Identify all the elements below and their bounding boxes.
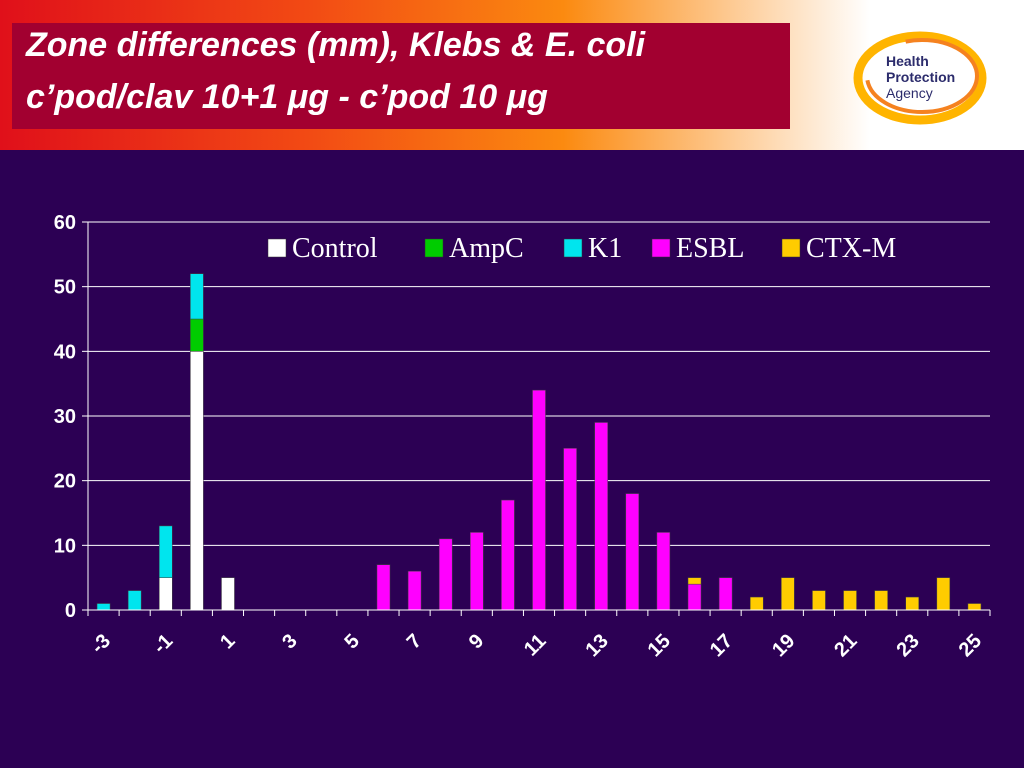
x-tick-label: 23 <box>892 630 923 661</box>
bar-ampc <box>190 318 204 352</box>
bar-esbl <box>594 422 608 611</box>
bar-esbl <box>656 532 671 611</box>
bar-ctx-m <box>967 603 982 611</box>
x-tick-label: 21 <box>830 630 861 661</box>
bar-layer <box>96 273 982 611</box>
x-tick-label: -3 <box>87 630 115 658</box>
bar-esbl <box>501 499 515 611</box>
bar-control <box>221 577 235 611</box>
y-tick-label: 20 <box>54 471 76 493</box>
y-tick-label: 10 <box>54 535 76 557</box>
bar-ctx-m <box>874 590 888 611</box>
bar-ctx-m <box>905 596 919 611</box>
bar-ctx-m <box>936 577 951 611</box>
bar-esbl <box>470 532 484 611</box>
legend-swatch-control <box>267 238 287 258</box>
y-tick-label: 0 <box>65 600 76 622</box>
y-tick-label: 40 <box>54 341 76 363</box>
bar-k1 <box>127 590 142 611</box>
logo-word-1: Health <box>886 53 929 69</box>
legend-swatch-k1 <box>563 238 583 258</box>
bar-k1 <box>96 603 111 611</box>
x-tick-label: 3 <box>278 630 301 653</box>
legend-label-esbl: ESBL <box>676 233 744 264</box>
x-tick-label: 11 <box>520 630 551 661</box>
legend-label-k1: K1 <box>588 233 622 264</box>
legend-label-ampc: AmpC <box>449 233 524 264</box>
x-tick-label: 13 <box>581 630 612 661</box>
bar-control <box>159 577 173 611</box>
x-tick-label: 17 <box>706 630 737 661</box>
bar-ctx-m <box>687 577 702 585</box>
bar-k1 <box>159 525 173 578</box>
header-banner: Zone differences (mm), Klebs & E. coli c… <box>0 0 1024 150</box>
logo-word-2: Protection <box>886 69 955 85</box>
x-tick-label: 5 <box>340 630 363 653</box>
x-tick-label: 9 <box>465 630 488 653</box>
health-protection-agency-logo: Health Protection Agency <box>853 31 987 125</box>
logo-word-3: Agency <box>886 85 933 101</box>
legend-label-control: Control <box>292 233 378 264</box>
y-tick-label: 50 <box>54 277 76 299</box>
bar-ctx-m <box>781 577 795 611</box>
bar-k1 <box>190 273 204 320</box>
bar-control <box>190 351 204 611</box>
y-tick-label: 60 <box>54 212 76 234</box>
legend-swatch-ampc <box>424 238 444 258</box>
x-tick-label: -1 <box>149 630 177 658</box>
page-title-line-1: Zone differences (mm), Klebs & E. coli <box>26 26 646 64</box>
bar-esbl <box>625 493 640 611</box>
x-tick-label: 7 <box>403 630 426 653</box>
x-tick-label: 1 <box>216 630 239 653</box>
title-box: Zone differences (mm), Klebs & E. coli c… <box>12 23 790 129</box>
bar-ctx-m <box>812 590 826 611</box>
bar-esbl <box>687 583 702 611</box>
bar-esbl <box>563 448 577 611</box>
legend-label-ctx-m: CTX-M <box>806 233 896 264</box>
bar-esbl <box>718 577 733 611</box>
bar-ctx-m <box>749 596 764 611</box>
bar-esbl <box>376 564 391 611</box>
x-tick-label: 15 <box>644 630 675 661</box>
bar-esbl <box>438 538 453 611</box>
page-title-line-2: c’pod/clav 10+1 μg - c’pod 10 μg <box>26 78 548 116</box>
bar-esbl <box>532 389 546 611</box>
legend-swatch-ctx-m <box>781 238 801 258</box>
bar-ctx-m <box>843 590 857 611</box>
legend: Control AmpC K1 ESBL CTX-M <box>267 233 896 264</box>
x-tick-label: 19 <box>768 630 799 661</box>
bar-esbl <box>407 570 422 611</box>
x-tick-label: 25 <box>955 630 986 661</box>
y-tick-label: 30 <box>54 406 76 428</box>
legend-swatch-esbl <box>651 238 671 258</box>
